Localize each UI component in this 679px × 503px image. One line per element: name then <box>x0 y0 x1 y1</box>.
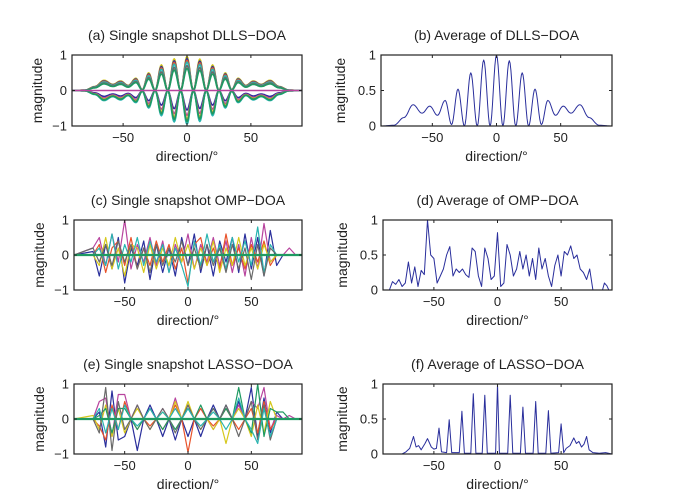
series-line-11 <box>72 89 302 123</box>
y-axis-label: magnitude <box>31 222 47 288</box>
x-axis-label: direction/° <box>156 148 218 164</box>
x-tick-label: 50 <box>244 458 258 473</box>
subplot-title: (f) Average of LASSO−DOA <box>411 356 585 372</box>
x-tick-label: 50 <box>553 130 567 145</box>
series-line-3 <box>72 61 302 92</box>
x-tick-label: 0 <box>494 458 501 473</box>
series-line-4 <box>72 64 302 92</box>
y-axis-label: magnitude <box>332 58 348 124</box>
y-tick-label: 0.5 <box>358 83 376 98</box>
series-line-5 <box>72 67 302 92</box>
x-tick-label: −50 <box>423 294 445 309</box>
x-tick-label: 0 <box>183 130 190 145</box>
x-tick-label: 50 <box>244 130 258 145</box>
plot-area <box>381 55 612 126</box>
plot-area <box>72 55 302 125</box>
y-axis-label: magnitude <box>334 222 350 288</box>
series-line <box>383 384 612 454</box>
subplot-title: (d) Average of OMP−DOA <box>417 192 580 208</box>
x-tick-label: −50 <box>114 294 136 309</box>
plot-area <box>383 220 612 290</box>
subplot-f: −50 0 50 0 0.5 1 (f) Average of LASSO−DOA direc… <box>334 356 613 492</box>
subplot-a: −50 0 50 −1 0 1 (a) Single snapshot DLLS−DOA di… <box>29 27 303 164</box>
x-axis-label: direction/° <box>466 312 528 328</box>
plot-area <box>383 384 612 454</box>
y-tick-label: 1 <box>369 48 376 63</box>
y-tick-label: 0.5 <box>360 248 378 263</box>
subplot-e: −50 0 50 −1 0 1 (e) Single snapshot LASSO−DOA d… <box>31 356 303 492</box>
y-tick-label: 1 <box>62 213 69 228</box>
y-tick-label: 0 <box>62 412 69 427</box>
y-tick-label: −1 <box>52 119 67 134</box>
y-tick-label: 0 <box>62 248 69 263</box>
series-line-3 <box>74 236 302 277</box>
y-tick-label: 1 <box>60 48 67 63</box>
x-axis-label: direction/° <box>466 476 528 492</box>
x-axis-label: direction/° <box>157 476 219 492</box>
x-tick-label: 0 <box>184 458 191 473</box>
subplot-title: (c) Single snapshot OMP−DOA <box>91 192 286 208</box>
y-tick-label: 0 <box>369 119 376 134</box>
y-axis-label: magnitude <box>334 386 350 452</box>
series-line <box>383 220 612 290</box>
y-axis-label: magnitude <box>31 386 47 452</box>
y-tick-label: 0 <box>371 447 378 462</box>
series-line-2 <box>72 59 302 92</box>
x-tick-label: −50 <box>423 458 445 473</box>
subplot-title: (a) Single snapshot DLLS−DOA <box>88 27 287 43</box>
x-axis-label: direction/° <box>465 148 527 164</box>
x-tick-label: −50 <box>421 130 443 145</box>
x-tick-label: 0 <box>493 130 500 145</box>
series-line <box>381 55 612 126</box>
y-tick-label: 1 <box>62 377 69 392</box>
y-tick-label: 0 <box>60 83 67 98</box>
plot-area <box>74 220 302 288</box>
x-tick-label: 50 <box>554 458 568 473</box>
x-tick-label: 50 <box>554 294 568 309</box>
y-tick-label: 0 <box>371 283 378 298</box>
series-line-7 <box>72 89 302 117</box>
subplot-d: −50 0 50 0 0.5 1 (d) Average of OMP−DOA directi… <box>334 192 613 328</box>
subplot-title: (e) Single snapshot LASSO−DOA <box>83 356 293 372</box>
subplot-c: −50 0 50 −1 0 1 (c) Single snapshot OMP−DOA dir… <box>31 192 303 328</box>
series-line-4 <box>74 226 302 288</box>
series-line-6 <box>72 89 302 111</box>
y-tick-label: 0.5 <box>360 412 378 427</box>
y-tick-label: −1 <box>54 447 69 462</box>
subplot-b: −50 0 50 0 0.5 1 (b) Average of DLLS−DOA direct… <box>332 27 613 164</box>
subplot-title: (b) Average of DLLS−DOA <box>414 27 580 43</box>
y-axis-label: magnitude <box>29 58 45 124</box>
y-tick-label: −1 <box>54 283 69 298</box>
x-tick-label: 0 <box>494 294 501 309</box>
x-tick-label: 50 <box>244 294 258 309</box>
x-tick-label: 0 <box>184 294 191 309</box>
axes-box <box>380 54 613 127</box>
x-axis-label: direction/° <box>157 312 219 328</box>
plot-area <box>74 384 302 453</box>
y-tick-label: 1 <box>371 213 378 228</box>
x-tick-label: −50 <box>112 130 134 145</box>
y-tick-label: 1 <box>371 377 378 392</box>
x-tick-label: −50 <box>114 458 136 473</box>
